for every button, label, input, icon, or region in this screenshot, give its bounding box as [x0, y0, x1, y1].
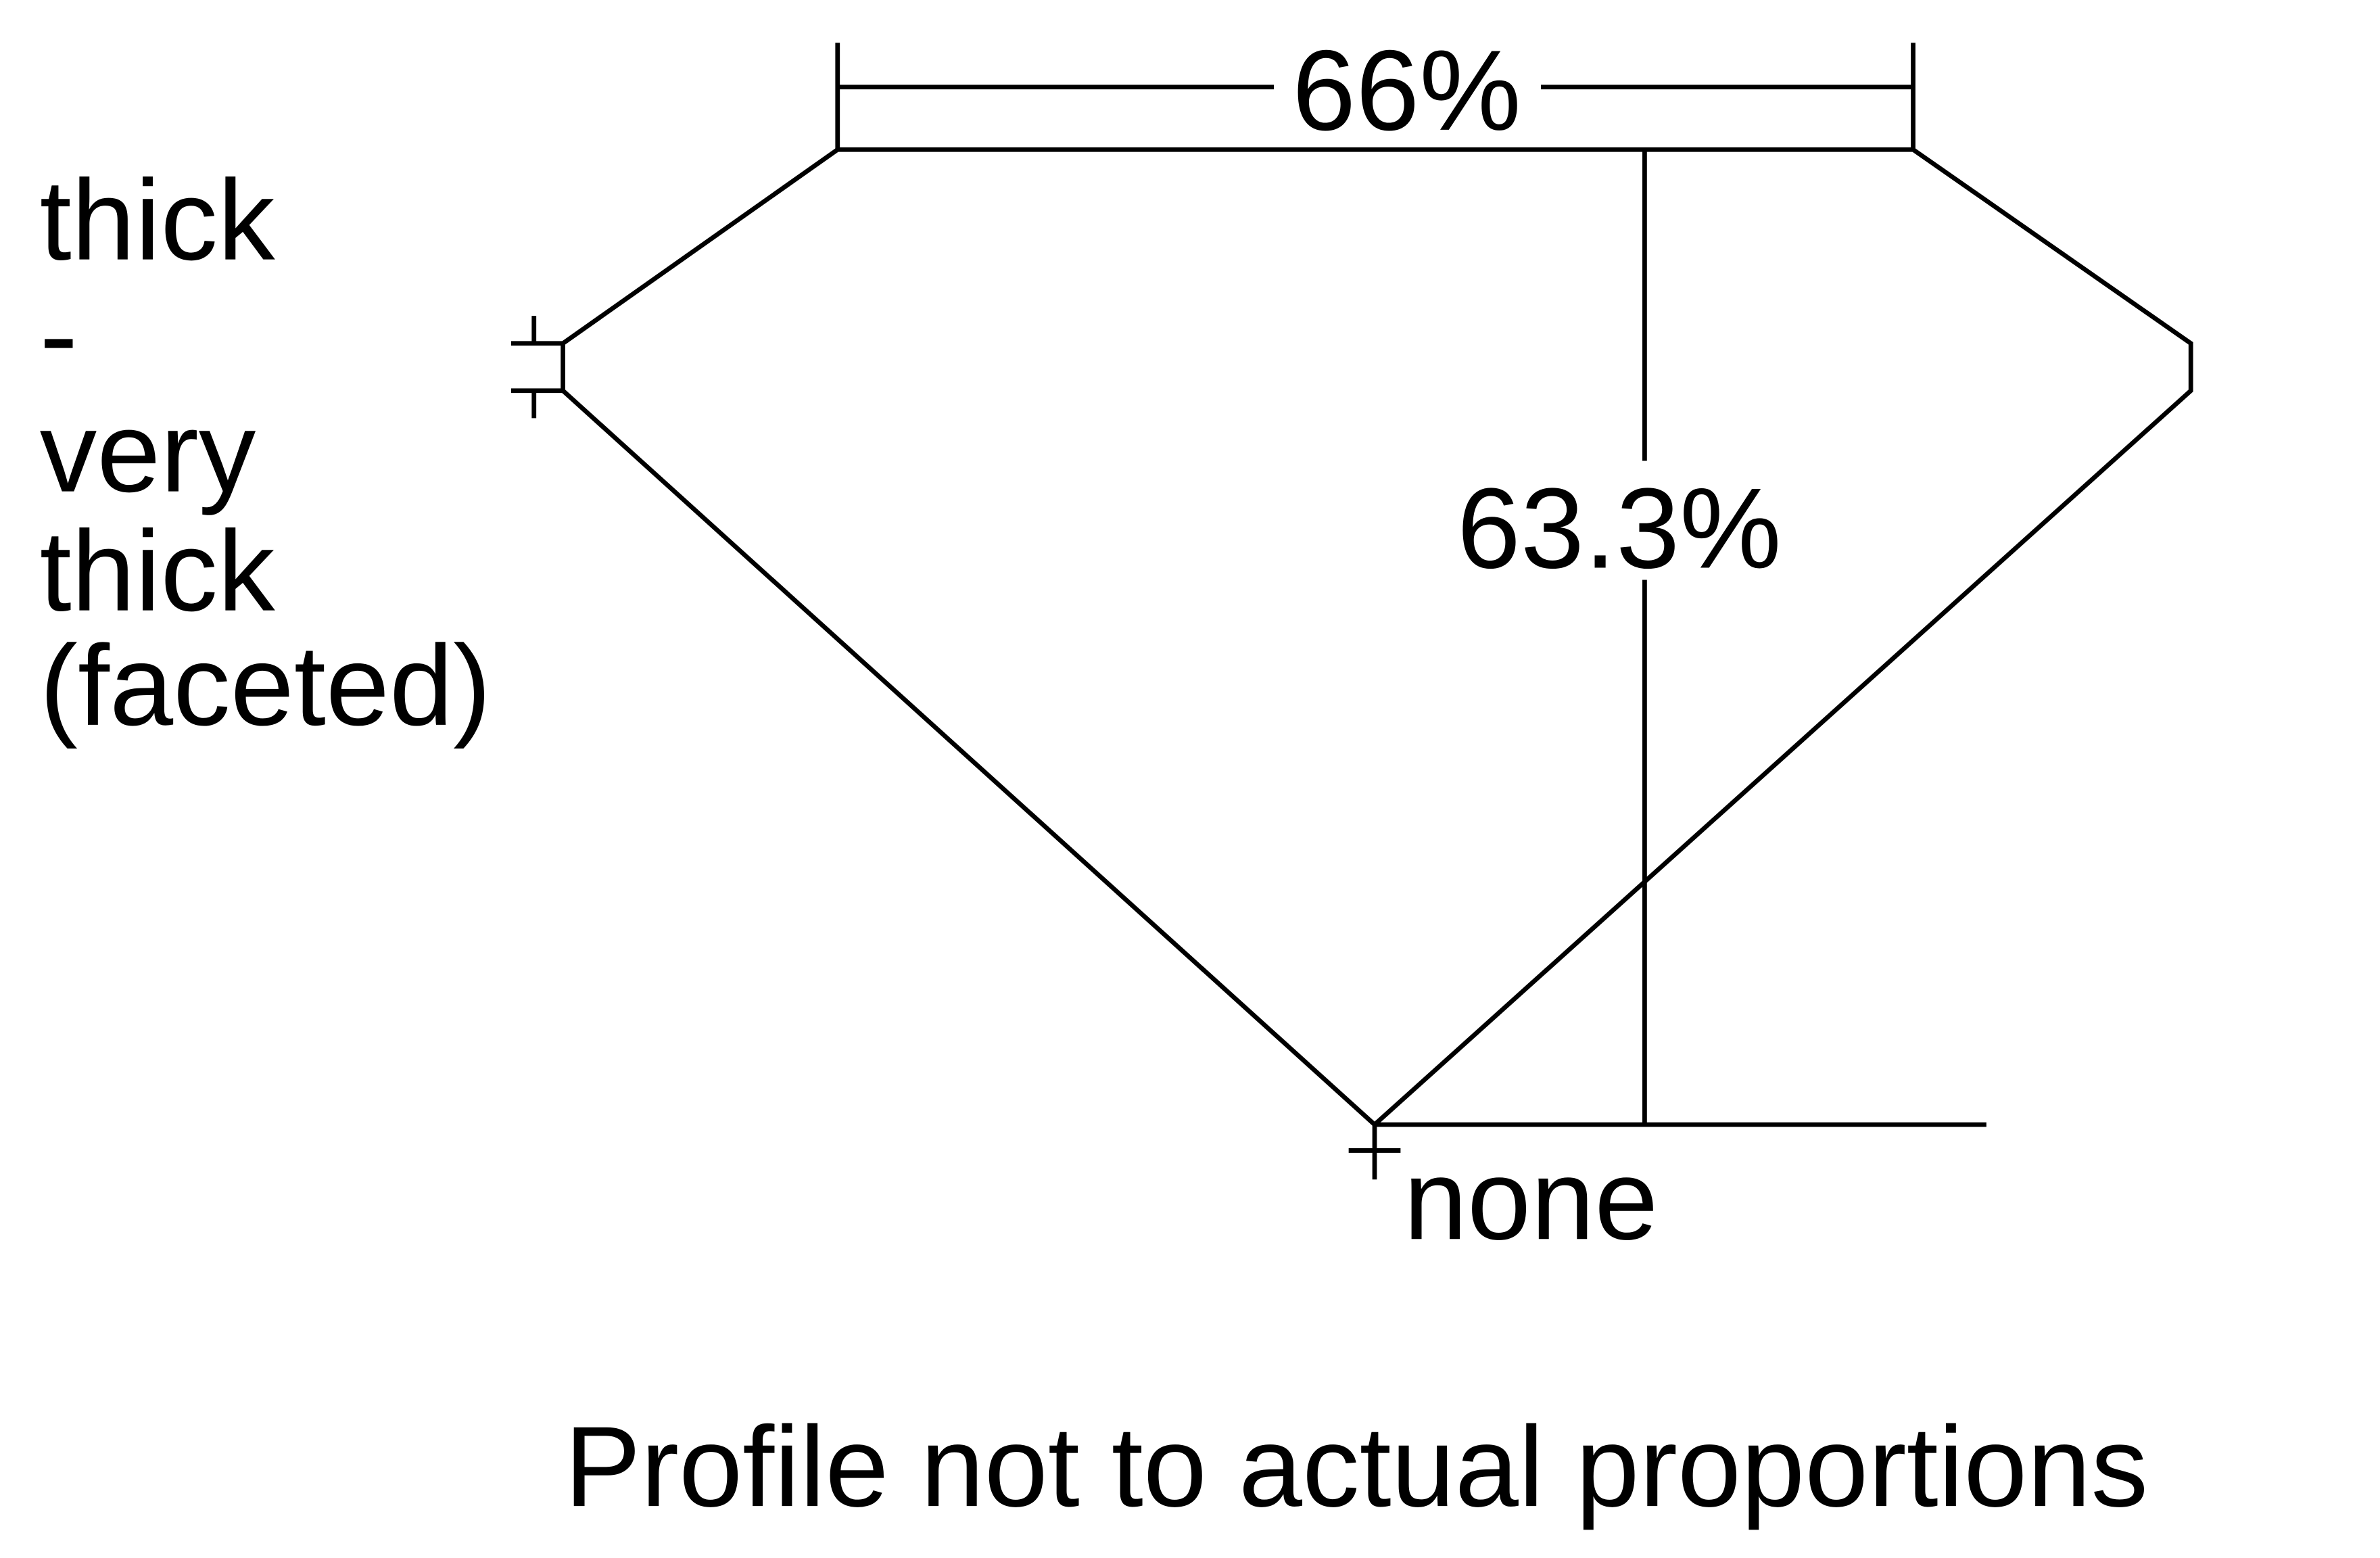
girdle-label: thick - very thick (faceted) [40, 156, 492, 749]
culet-marker [1348, 1125, 1401, 1180]
footnote: Profile not to actual proportions [565, 1402, 2148, 1530]
diamond-outline [561, 147, 2193, 1128]
svg-text:-: - [40, 270, 78, 398]
svg-text:(faceted): (faceted) [40, 621, 492, 749]
depth-dimension [1375, 149, 1986, 1127]
table-dimension [835, 43, 1915, 150]
table-percent-label: 66% [1292, 26, 1521, 154]
girdle-markers [510, 316, 563, 419]
depth-percent-label: 63.3% [1457, 464, 1782, 592]
svg-text:thick: thick [40, 156, 275, 284]
svg-text:thick: thick [40, 507, 275, 635]
svg-text:very: very [40, 388, 256, 516]
culet-label: none [1404, 1135, 1658, 1263]
